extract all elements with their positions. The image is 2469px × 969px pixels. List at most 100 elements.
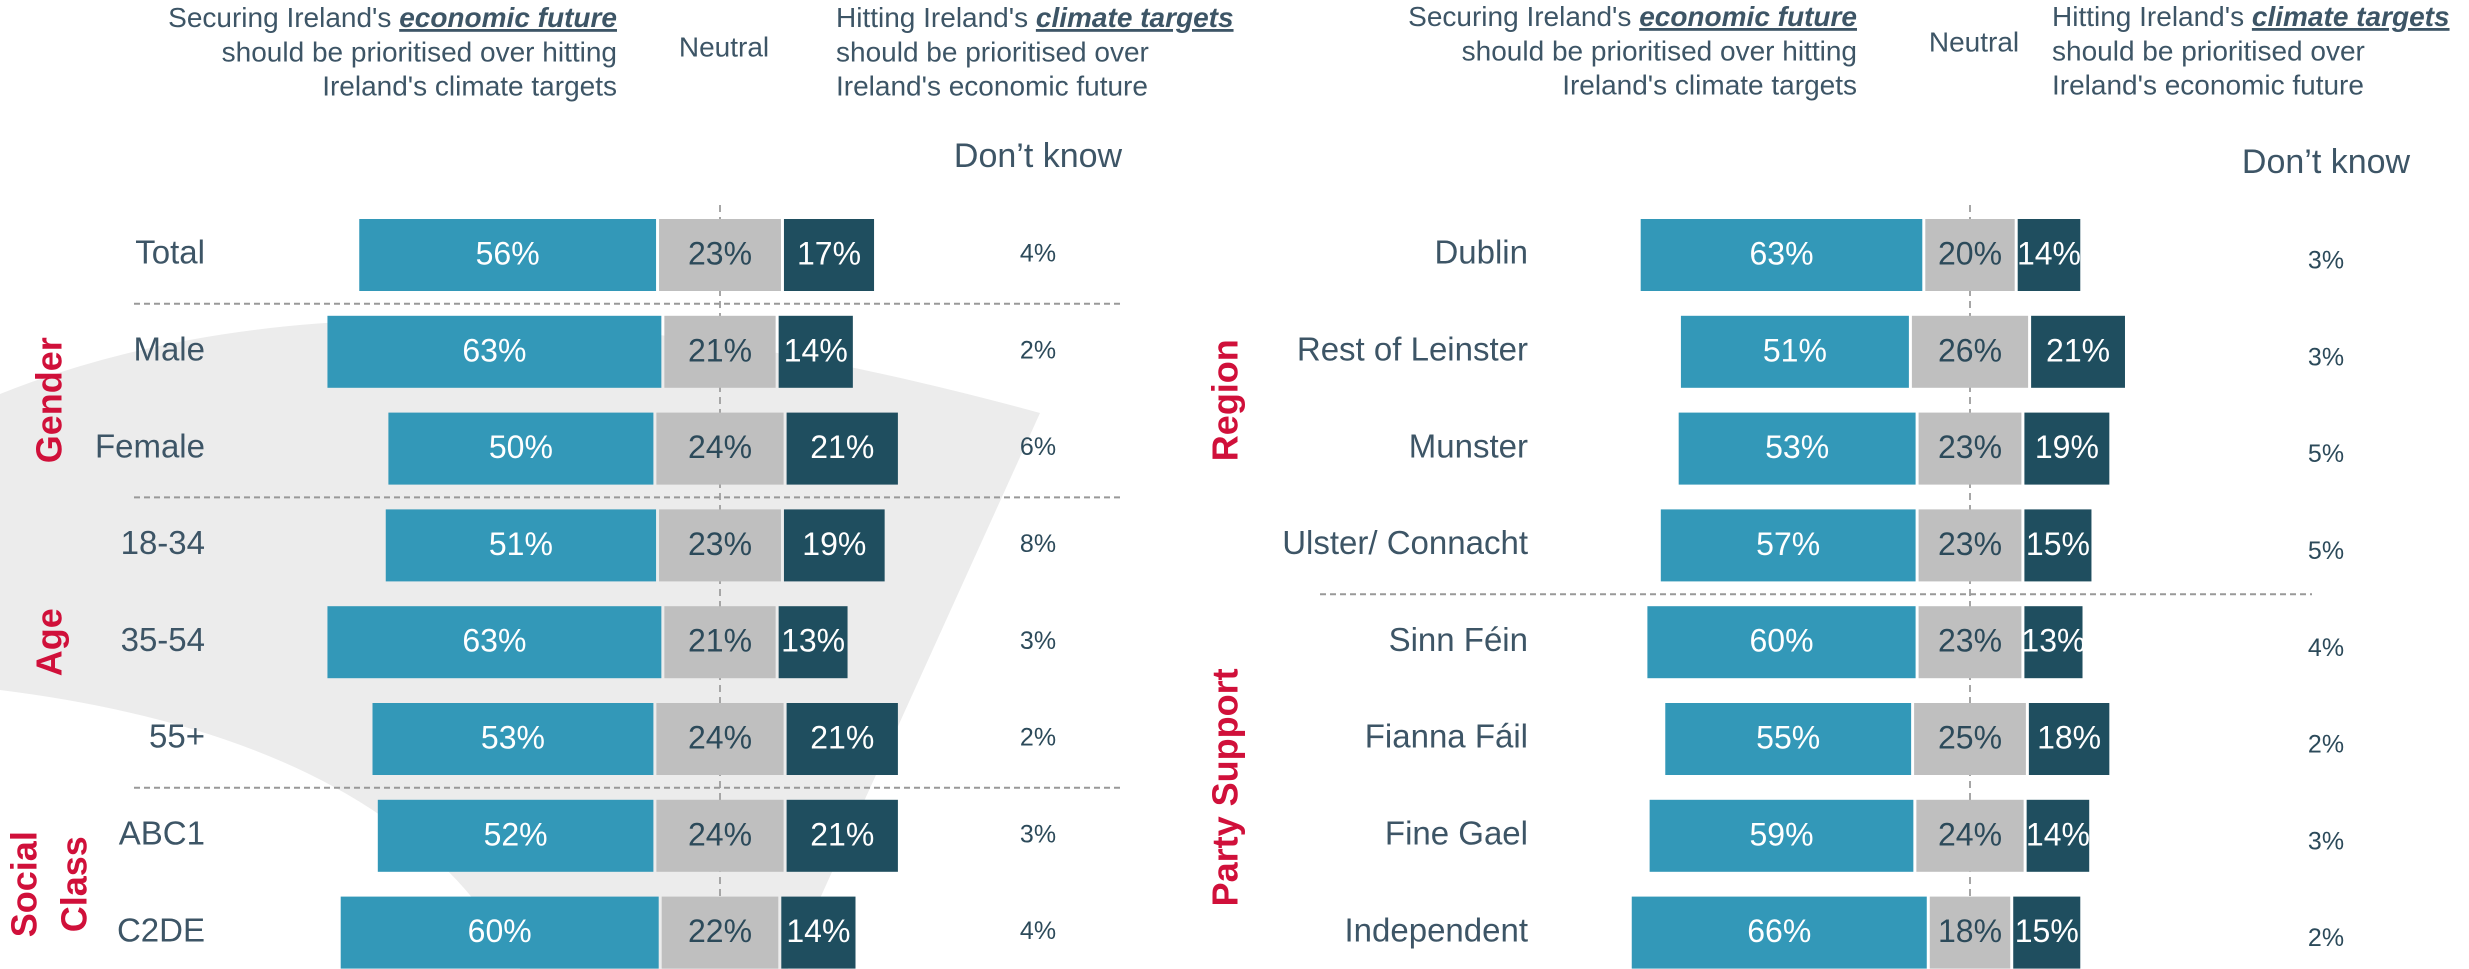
bar (1914, 703, 2026, 775)
legend-label: Ireland's climate targets (1562, 69, 1857, 100)
legend-emphasis: climate targets (1036, 2, 1234, 33)
bar-label: 24% (1938, 816, 2002, 852)
bar (372, 703, 654, 775)
bar (2031, 315, 2125, 388)
bar (1918, 509, 2022, 582)
dont-know-value: 4% (1020, 917, 1056, 945)
bar-label: 24% (688, 719, 752, 755)
bar-label: 22% (688, 913, 752, 949)
bar-label: 24% (688, 816, 752, 852)
row-label: C2DE (117, 911, 205, 948)
bar (656, 703, 784, 775)
legend-emphasis: climate targets (2252, 1, 2450, 32)
bar (2017, 219, 2081, 291)
legend-text: Securing Ireland's (168, 2, 399, 33)
bar-label: 14% (786, 913, 850, 949)
bar-label: 25% (1938, 719, 2002, 755)
dont-know-value: 2% (2308, 731, 2344, 759)
bar (2024, 412, 2110, 485)
bar (1911, 315, 2029, 388)
bar (327, 315, 662, 388)
row-label: Male (133, 331, 205, 368)
bar-label: 23% (1938, 623, 2002, 659)
bar (783, 509, 885, 582)
bar (1631, 896, 1927, 969)
bar-label: 14% (2026, 816, 2090, 852)
bar (661, 896, 779, 969)
legend-label: should be prioritised over (836, 36, 1149, 67)
bar (1918, 412, 2022, 485)
legend-label: Neutral (1929, 26, 2019, 57)
dont-know-value: 4% (2308, 634, 2344, 662)
bar-label: 26% (1938, 332, 2002, 368)
legend-label: Ireland's economic future (2052, 69, 2364, 100)
bar (781, 896, 856, 969)
bar (1918, 606, 2022, 679)
dont-know-value: 2% (1020, 724, 1056, 752)
row-label: Fine Gael (1385, 815, 1528, 852)
bar (778, 315, 853, 388)
bar (385, 509, 657, 582)
dont-know-value: 3% (1020, 627, 1056, 655)
bar (786, 799, 898, 872)
legend-label: Don’t know (2242, 143, 2411, 181)
bar-label: 21% (688, 332, 752, 368)
bar (1916, 799, 2024, 872)
row-label: Fianna Fáil (1365, 718, 1528, 755)
bar-label: 23% (688, 235, 752, 271)
bar (1678, 412, 1916, 485)
legend-label: Securing Ireland's economic future (168, 2, 617, 33)
bar-label: 21% (810, 429, 874, 465)
legend-label: Ireland's economic future (836, 70, 1148, 101)
bar (786, 703, 898, 775)
row-label: Rest of Leinster (1297, 331, 1528, 368)
group-label: Region (1205, 339, 1246, 461)
bar-label: 55% (1756, 719, 1820, 755)
row-label: Independent (1344, 911, 1528, 948)
bar-label: 66% (1747, 913, 1811, 949)
dont-know-value: 3% (1020, 820, 1056, 848)
bar (388, 412, 654, 485)
row-label: 35-54 (121, 621, 205, 658)
row-label: Ulster/ Connacht (1282, 524, 1528, 561)
dont-know-value: 2% (1020, 336, 1056, 364)
dont-know-value: 6% (1020, 433, 1056, 461)
bar (664, 315, 776, 388)
bar-label: 19% (2035, 429, 2099, 465)
bar-label: 53% (481, 719, 545, 755)
bar (377, 799, 654, 872)
bar (1660, 509, 1916, 582)
bar (656, 412, 784, 485)
dont-know-value: 3% (2308, 343, 2344, 371)
legend-label: Hitting Ireland's climate targets (836, 2, 1234, 33)
bar-label: 23% (1938, 429, 2002, 465)
bar (1647, 606, 1916, 679)
bar (340, 896, 659, 969)
dont-know-value: 8% (1020, 530, 1056, 558)
bar-label: 63% (1749, 235, 1813, 271)
bar (1925, 219, 2015, 291)
legend-label: should be prioritised over hitting (1462, 35, 1857, 66)
bar (2024, 606, 2083, 679)
bar-label: 20% (1938, 235, 2002, 271)
row-label: 55+ (149, 718, 205, 755)
bar-label: 21% (810, 719, 874, 755)
bar-label: 59% (1749, 816, 1813, 852)
group-label: Age (29, 608, 70, 676)
bar (786, 412, 898, 485)
legend-text: Hitting Ireland's (836, 2, 1036, 33)
bar-label: 18% (1938, 913, 2002, 949)
bar (1680, 315, 1909, 388)
row-label: Sinn Féin (1389, 621, 1528, 658)
group-label: Party Support (1205, 668, 1246, 906)
row-label: ABC1 (119, 815, 205, 852)
bar (1649, 799, 1914, 872)
bar (659, 219, 781, 291)
bar-label: 51% (1763, 332, 1827, 368)
bar (2024, 509, 2092, 582)
dont-know-value: 3% (2308, 247, 2344, 275)
bar-label: 63% (462, 332, 526, 368)
bar-label: 15% (2015, 913, 2079, 949)
dont-know-value: 4% (1020, 240, 1056, 268)
